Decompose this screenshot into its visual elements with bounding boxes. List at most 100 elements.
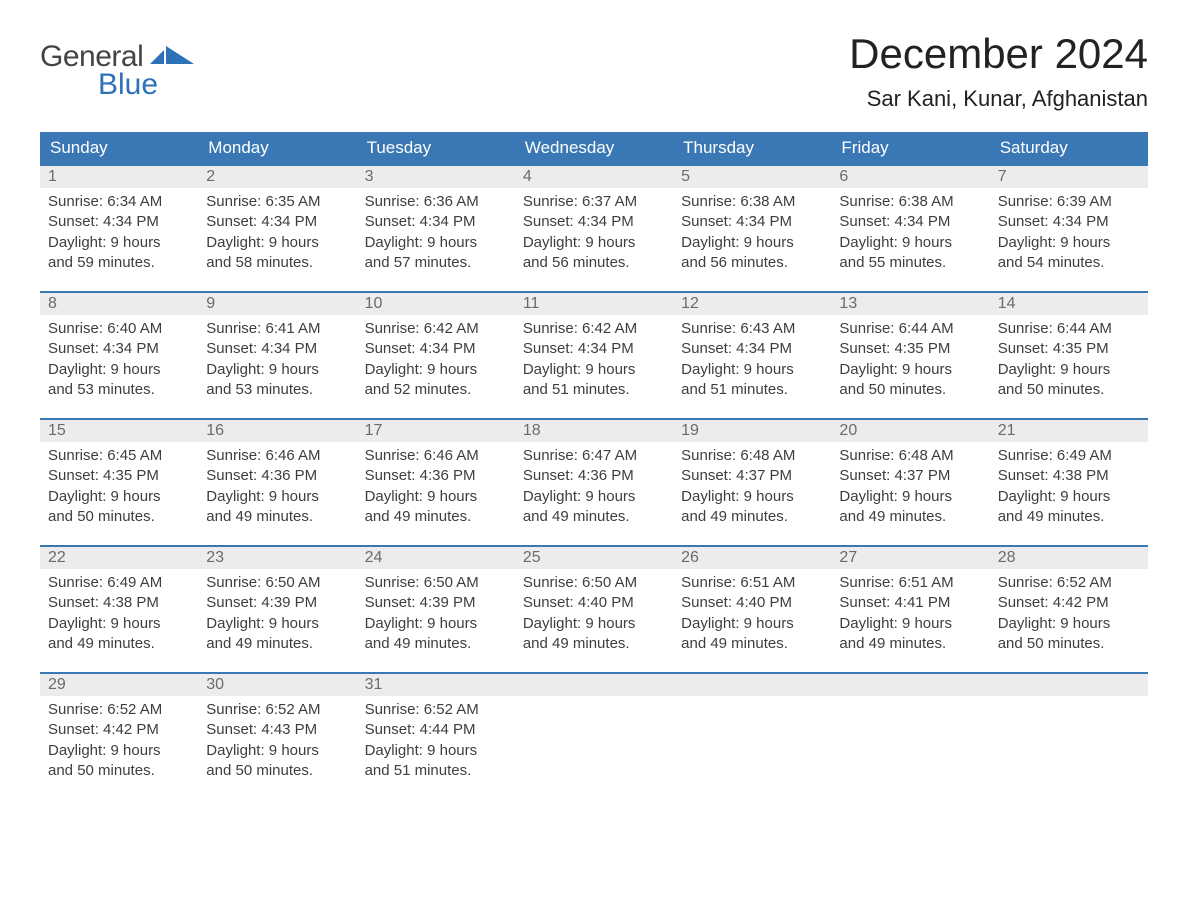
day-d1: Daylight: 9 hours — [48, 360, 190, 380]
day-sunrise: Sunrise: 6:50 AM — [206, 573, 348, 593]
weeks-container: 1234567Sunrise: 6:34 AMSunset: 4:34 PMDa… — [40, 164, 1148, 781]
day-sunset: Sunset: 4:35 PM — [48, 466, 190, 486]
day-sunrise: Sunrise: 6:45 AM — [48, 446, 190, 466]
day-sunset: Sunset: 4:42 PM — [998, 593, 1140, 613]
day-sunrise: Sunrise: 6:41 AM — [206, 319, 348, 339]
day-sunset: Sunset: 4:34 PM — [681, 339, 823, 359]
day-cell: Sunrise: 6:42 AMSunset: 4:34 PMDaylight:… — [515, 315, 673, 400]
day-d1: Daylight: 9 hours — [365, 487, 507, 507]
day-number: 7 — [990, 166, 1148, 188]
day-sunrise: Sunrise: 6:48 AM — [681, 446, 823, 466]
day-sunrise: Sunrise: 6:49 AM — [998, 446, 1140, 466]
day-sunrise: Sunrise: 6:40 AM — [48, 319, 190, 339]
day-sunrise: Sunrise: 6:38 AM — [681, 192, 823, 212]
day-sunset: Sunset: 4:34 PM — [998, 212, 1140, 232]
day-d1: Daylight: 9 hours — [206, 360, 348, 380]
day-d2: and 49 minutes. — [839, 634, 981, 654]
day-d1: Daylight: 9 hours — [523, 360, 665, 380]
day-d1: Daylight: 9 hours — [365, 741, 507, 761]
day-cell: Sunrise: 6:42 AMSunset: 4:34 PMDaylight:… — [357, 315, 515, 400]
day-sunset: Sunset: 4:35 PM — [998, 339, 1140, 359]
day-cell: Sunrise: 6:44 AMSunset: 4:35 PMDaylight:… — [831, 315, 989, 400]
day-cell: Sunrise: 6:48 AMSunset: 4:37 PMDaylight:… — [673, 442, 831, 527]
day-cell — [831, 696, 989, 781]
day-cell: Sunrise: 6:45 AMSunset: 4:35 PMDaylight:… — [40, 442, 198, 527]
brand-logo: General Blue — [40, 40, 194, 102]
day-cell: Sunrise: 6:39 AMSunset: 4:34 PMDaylight:… — [990, 188, 1148, 273]
day-d1: Daylight: 9 hours — [365, 360, 507, 380]
day-number: 30 — [198, 674, 356, 696]
day-cell: Sunrise: 6:49 AMSunset: 4:38 PMDaylight:… — [40, 569, 198, 654]
day-number: 27 — [831, 547, 989, 569]
day-sunset: Sunset: 4:39 PM — [206, 593, 348, 613]
day-sunrise: Sunrise: 6:42 AM — [523, 319, 665, 339]
day-number — [673, 674, 831, 696]
day-number: 15 — [40, 420, 198, 442]
day-number: 17 — [357, 420, 515, 442]
day-cell: Sunrise: 6:48 AMSunset: 4:37 PMDaylight:… — [831, 442, 989, 527]
day-number: 8 — [40, 293, 198, 315]
day-d2: and 59 minutes. — [48, 253, 190, 273]
day-number — [831, 674, 989, 696]
day-d1: Daylight: 9 hours — [839, 233, 981, 253]
weekday-header-row: Sunday Monday Tuesday Wednesday Thursday… — [40, 132, 1148, 164]
day-d2: and 50 minutes. — [998, 380, 1140, 400]
day-d1: Daylight: 9 hours — [48, 741, 190, 761]
day-number: 3 — [357, 166, 515, 188]
day-number — [515, 674, 673, 696]
day-sunrise: Sunrise: 6:37 AM — [523, 192, 665, 212]
day-cell — [515, 696, 673, 781]
day-number: 1 — [40, 166, 198, 188]
day-sunrise: Sunrise: 6:36 AM — [365, 192, 507, 212]
day-number: 23 — [198, 547, 356, 569]
day-cell: Sunrise: 6:51 AMSunset: 4:41 PMDaylight:… — [831, 569, 989, 654]
day-sunset: Sunset: 4:34 PM — [365, 339, 507, 359]
day-d2: and 49 minutes. — [681, 507, 823, 527]
day-d2: and 49 minutes. — [206, 507, 348, 527]
day-number: 10 — [357, 293, 515, 315]
day-d1: Daylight: 9 hours — [523, 487, 665, 507]
day-sunset: Sunset: 4:34 PM — [365, 212, 507, 232]
day-cell: Sunrise: 6:51 AMSunset: 4:40 PMDaylight:… — [673, 569, 831, 654]
day-sunset: Sunset: 4:43 PM — [206, 720, 348, 740]
calendar: Sunday Monday Tuesday Wednesday Thursday… — [40, 132, 1148, 781]
day-sunset: Sunset: 4:40 PM — [681, 593, 823, 613]
day-sunset: Sunset: 4:37 PM — [681, 466, 823, 486]
day-d1: Daylight: 9 hours — [839, 487, 981, 507]
day-d1: Daylight: 9 hours — [681, 487, 823, 507]
day-number: 2 — [198, 166, 356, 188]
day-number-row: 293031 — [40, 672, 1148, 696]
day-sunrise: Sunrise: 6:52 AM — [998, 573, 1140, 593]
day-sunrise: Sunrise: 6:49 AM — [48, 573, 190, 593]
weekday-header: Friday — [831, 132, 989, 164]
day-d1: Daylight: 9 hours — [681, 360, 823, 380]
day-cell: Sunrise: 6:50 AMSunset: 4:40 PMDaylight:… — [515, 569, 673, 654]
day-d1: Daylight: 9 hours — [523, 233, 665, 253]
day-sunrise: Sunrise: 6:48 AM — [839, 446, 981, 466]
day-d1: Daylight: 9 hours — [998, 360, 1140, 380]
location-text: Sar Kani, Kunar, Afghanistan — [849, 86, 1148, 112]
day-d2: and 53 minutes. — [48, 380, 190, 400]
day-number — [990, 674, 1148, 696]
day-d2: and 52 minutes. — [365, 380, 507, 400]
day-number: 21 — [990, 420, 1148, 442]
day-d1: Daylight: 9 hours — [681, 233, 823, 253]
day-sunset: Sunset: 4:38 PM — [998, 466, 1140, 486]
day-sunset: Sunset: 4:38 PM — [48, 593, 190, 613]
day-number: 16 — [198, 420, 356, 442]
day-cell: Sunrise: 6:52 AMSunset: 4:42 PMDaylight:… — [990, 569, 1148, 654]
day-sunset: Sunset: 4:42 PM — [48, 720, 190, 740]
day-d2: and 49 minutes. — [365, 634, 507, 654]
day-cell: Sunrise: 6:47 AMSunset: 4:36 PMDaylight:… — [515, 442, 673, 527]
day-number-row: 22232425262728 — [40, 545, 1148, 569]
day-d1: Daylight: 9 hours — [523, 614, 665, 634]
day-cell: Sunrise: 6:36 AMSunset: 4:34 PMDaylight:… — [357, 188, 515, 273]
day-cell: Sunrise: 6:38 AMSunset: 4:34 PMDaylight:… — [831, 188, 989, 273]
day-d1: Daylight: 9 hours — [48, 614, 190, 634]
weekday-header: Tuesday — [357, 132, 515, 164]
day-number: 28 — [990, 547, 1148, 569]
day-d1: Daylight: 9 hours — [206, 487, 348, 507]
day-number: 22 — [40, 547, 198, 569]
day-cell: Sunrise: 6:35 AMSunset: 4:34 PMDaylight:… — [198, 188, 356, 273]
weekday-header: Saturday — [990, 132, 1148, 164]
